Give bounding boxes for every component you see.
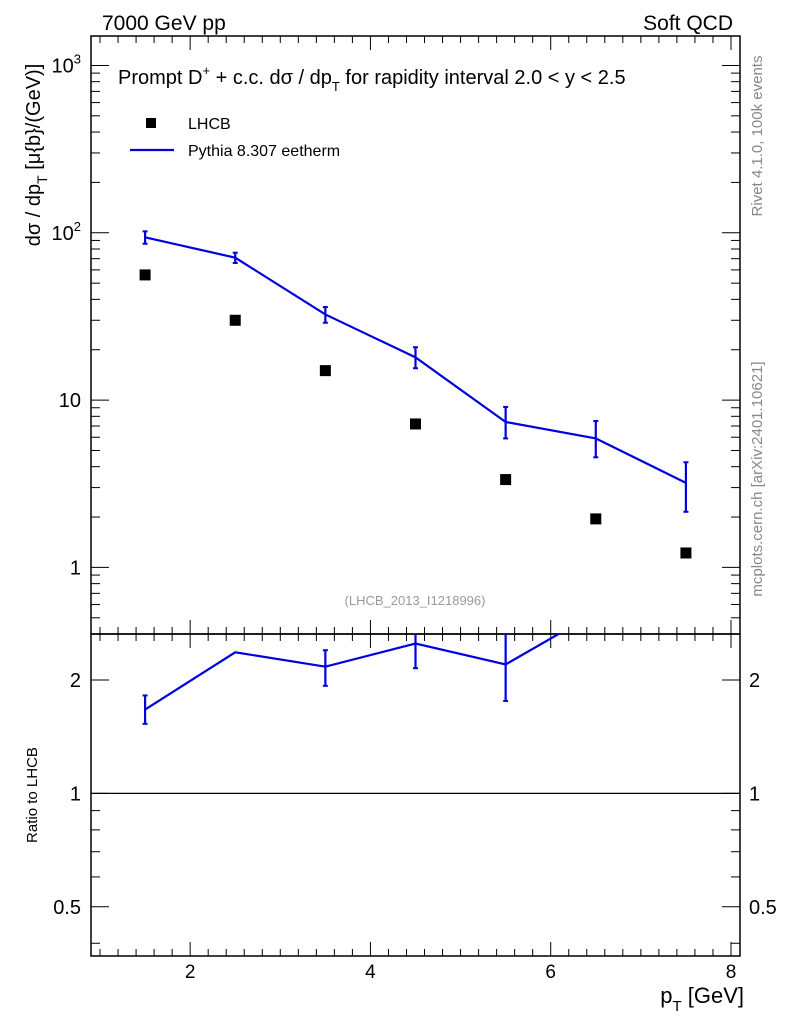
x-tick-label: 4 bbox=[365, 962, 376, 983]
ratio-y-tick-label-right: 2 bbox=[749, 670, 760, 692]
ratio-line bbox=[144, 634, 561, 711]
x-axis-label-main: p bbox=[660, 983, 672, 1008]
main-y-tick-label-base: 10 bbox=[59, 390, 81, 412]
legend-mc-label: Pythia 8.307 eetherm bbox=[188, 143, 340, 160]
main-y-axis-label: dσ / dpT [μ{b}/(GeV)] bbox=[23, 64, 50, 247]
legend-data-marker bbox=[146, 118, 156, 128]
marks-layer bbox=[91, 230, 740, 794]
x-axis-label: pT [GeV] bbox=[660, 983, 744, 1015]
main-y-axis-label-sub: T bbox=[34, 175, 50, 184]
lhcb-data-point bbox=[410, 418, 421, 430]
plot-title: Prompt D+ + c.c. dσ / dpT for rapidity i… bbox=[118, 63, 626, 94]
plot-title-prefix: Prompt D bbox=[118, 67, 202, 89]
ratio-marks-group bbox=[91, 634, 740, 794]
lhcb-data-point bbox=[229, 314, 241, 326]
ratio-y-tick-label-right: 0.5 bbox=[749, 897, 777, 919]
lhcb-data-point bbox=[319, 365, 331, 377]
main-y-tick-label: 102 bbox=[52, 219, 81, 245]
main-y-tick-label-exponent: 2 bbox=[74, 219, 81, 234]
plot-title-sup: + bbox=[202, 63, 210, 78]
plot-title-sub: T bbox=[332, 79, 340, 94]
lhcb-data-point bbox=[680, 547, 692, 559]
x-tick-label: 8 bbox=[726, 962, 737, 983]
main-y-tick-label-base: 10 bbox=[52, 55, 74, 77]
ratio-y-tick-label-left: 1 bbox=[70, 783, 81, 805]
x-axis-label-sub: T bbox=[672, 998, 681, 1015]
ratio-y-tick-label-left: 0.5 bbox=[53, 897, 81, 919]
main-y-tick-label: 10 bbox=[59, 390, 81, 412]
rivet-version-label: Rivet 4.1.0, 100k events bbox=[749, 56, 766, 217]
mcplots-label: mcplots.cern.ch [arXiv:2401.10621] bbox=[749, 361, 766, 596]
ratio-y-tick-label-left: 2 bbox=[70, 670, 81, 692]
lhcb-data-point bbox=[590, 513, 602, 525]
header-process: Soft QCD bbox=[643, 12, 733, 35]
x-tick-label: 2 bbox=[185, 962, 196, 983]
plot-title-middle: + c.c. dσ / dp bbox=[210, 67, 332, 89]
x-tick-label: 6 bbox=[545, 962, 556, 983]
main-y-axis-label-main: dσ / dp bbox=[23, 184, 45, 246]
main-y-tick-label: 1 bbox=[70, 557, 81, 579]
legend-data-label: LHCB bbox=[188, 116, 231, 133]
x-axis-label-suffix: [GeV] bbox=[682, 983, 744, 1008]
ratio-y-tick-label-right: 1 bbox=[749, 783, 760, 805]
main-y-tick-label: 103 bbox=[52, 51, 81, 77]
analysis-id-label: (LHCB_2013_I1218996) bbox=[345, 593, 486, 608]
plot-title-suffix: for rapidity interval 2.0 < y < 2.5 bbox=[340, 67, 626, 89]
main-y-axis-label-suffix: [μ{b}/(GeV)] bbox=[23, 64, 45, 176]
lhcb-data-point bbox=[500, 474, 512, 486]
header-beam-energy: 7000 GeV pp bbox=[102, 12, 226, 35]
main-y-tick-label-base: 1 bbox=[70, 557, 81, 579]
ratio-y-axis-label: Ratio to LHCB bbox=[24, 747, 41, 843]
main-y-tick-label-base: 10 bbox=[52, 223, 74, 245]
main-y-tick-label-exponent: 3 bbox=[74, 51, 81, 66]
lhcb-data-point bbox=[139, 269, 151, 281]
